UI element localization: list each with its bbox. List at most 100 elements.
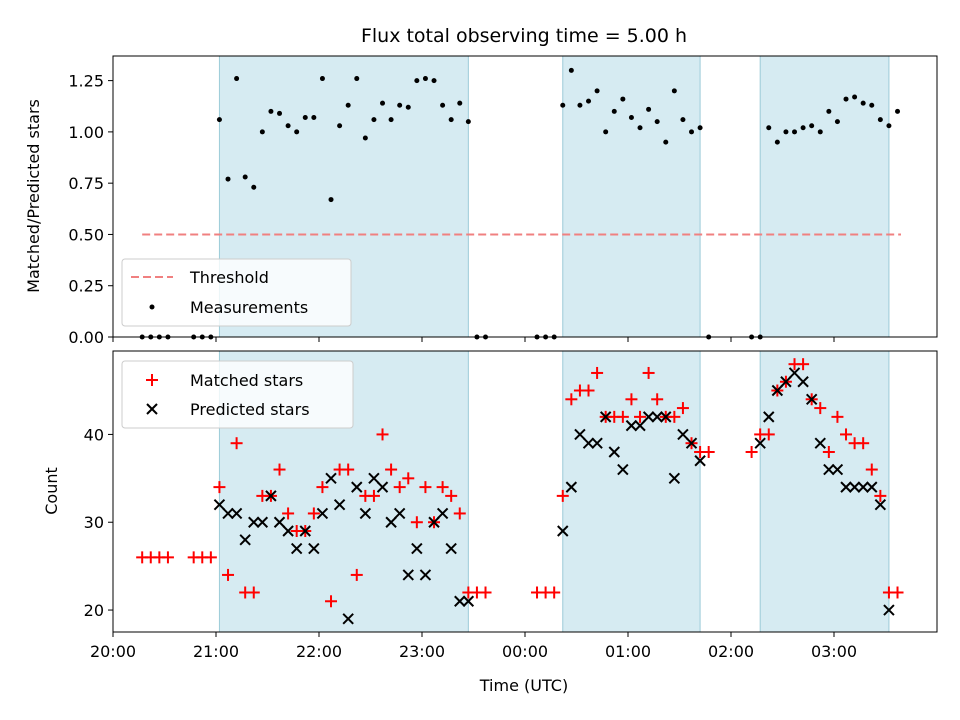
y-tick-label: 40 [84,425,104,444]
measurement-point [345,102,351,108]
predicted-star-mark [436,507,449,520]
matched-star-point [840,428,853,441]
matched-star-point [282,507,295,520]
predicted-star-point [256,516,269,528]
matched-star-point [213,481,226,494]
predicted-star-mark [462,595,475,607]
predicted-star-mark [831,463,844,476]
legend-label-measurements: Measurements [190,298,308,317]
predicted-star-point [591,437,603,449]
measurement-point [663,139,669,145]
predicted-star-mark [625,419,638,432]
predicted-star-point [582,437,595,449]
measurement-point [285,123,291,129]
matched-star-point [676,402,689,415]
predicted-star-point [385,516,397,528]
predicted-star-point [428,516,440,528]
measurement-point [568,67,574,73]
bottom-y-axis-label: Count [42,467,61,515]
measurement-point [440,102,446,108]
measurement-point [268,108,274,114]
predicted-star-point [788,367,801,379]
matched-star-point [479,586,492,599]
measurement-point [242,174,248,180]
measurement-point [216,117,222,123]
predicted-star-point [754,437,766,449]
predicted-star-mark [617,463,629,476]
measurement-point [697,125,703,131]
predicted-star-mark [883,604,895,616]
measurement-point [826,108,832,114]
measurement-point [817,129,823,135]
predicted-star-mark [376,481,389,493]
predicted-star-mark [685,437,698,449]
matched-star-point [367,489,380,502]
legend-label-predicted-stars: Predicted stars [190,400,310,419]
matched-star-point [453,507,466,520]
predicted-star-mark [256,516,269,528]
predicted-star-mark [299,525,311,537]
predicted-star-point [805,393,818,406]
predicted-star-point [290,542,303,555]
predicted-star-point [565,481,578,493]
predicted-star-mark [308,542,320,555]
matched-star-point [616,410,629,423]
predicted-star-point [325,472,337,485]
predicted-star-point [445,542,457,555]
measurement-point [689,129,695,135]
matched-star-point [831,410,844,423]
matched-star-point [410,516,423,529]
measurement-point [225,176,231,182]
x-tick-label: 22:00 [296,642,342,661]
predicted-star-point [273,516,286,528]
measurement-point [594,88,600,94]
predicted-star-point [333,498,346,511]
predicted-star-mark [788,367,801,379]
predicted-star-mark [428,516,440,528]
predicted-star-point [599,411,612,423]
measurement-point [671,88,677,94]
matched-star-point [814,402,827,415]
predicted-star-point [668,472,681,485]
measurement-point [800,125,806,131]
predicted-star-point [797,376,809,388]
measurements-legend-swatch [149,304,155,310]
predicted-star-point [574,428,586,441]
predicted-star-mark [797,376,809,388]
predicted-star-point [840,481,852,493]
matched-star-point [642,366,655,379]
predicted-star-mark [411,542,423,555]
predicted-star-mark [857,481,869,493]
y-tick-label: 1.25 [68,72,104,91]
predicted-stars-legend-swatch [146,403,158,415]
matched-stars-legend-swatch [146,374,158,386]
predicted-star-mark [591,437,603,449]
predicted-star-mark [239,534,251,546]
matched-star-point [325,595,338,608]
top-legend-box [121,258,352,327]
measurement-point [294,129,300,135]
measurement-point [620,96,626,102]
matched-star-point [419,481,432,494]
predicted-star-mark [582,437,595,449]
matched-star-point [565,393,578,406]
measurement-point [680,117,686,123]
matched-star-point [445,489,458,502]
predicted-star-mark [385,516,397,528]
matched-star-point [316,481,329,494]
bottom-legend-box [121,360,354,429]
predicted-star-point [780,376,792,388]
measurement-point [637,125,643,131]
predicted-star-mark [660,411,672,423]
observing-window [759,55,890,338]
measurement-point [234,76,240,82]
measurement-point [603,129,609,135]
x-axis-label: Time (UTC) [479,676,568,695]
predicted-star-mark [557,525,569,537]
bottom-panel: 20 30 40 20:00 21:00 22:00 23:00 00:00 01:00 02:… [42,350,938,695]
matched-star-point [222,568,235,581]
predicted-star-mark [634,419,646,432]
measurement-point [869,102,875,108]
matched-star-point [230,437,243,450]
